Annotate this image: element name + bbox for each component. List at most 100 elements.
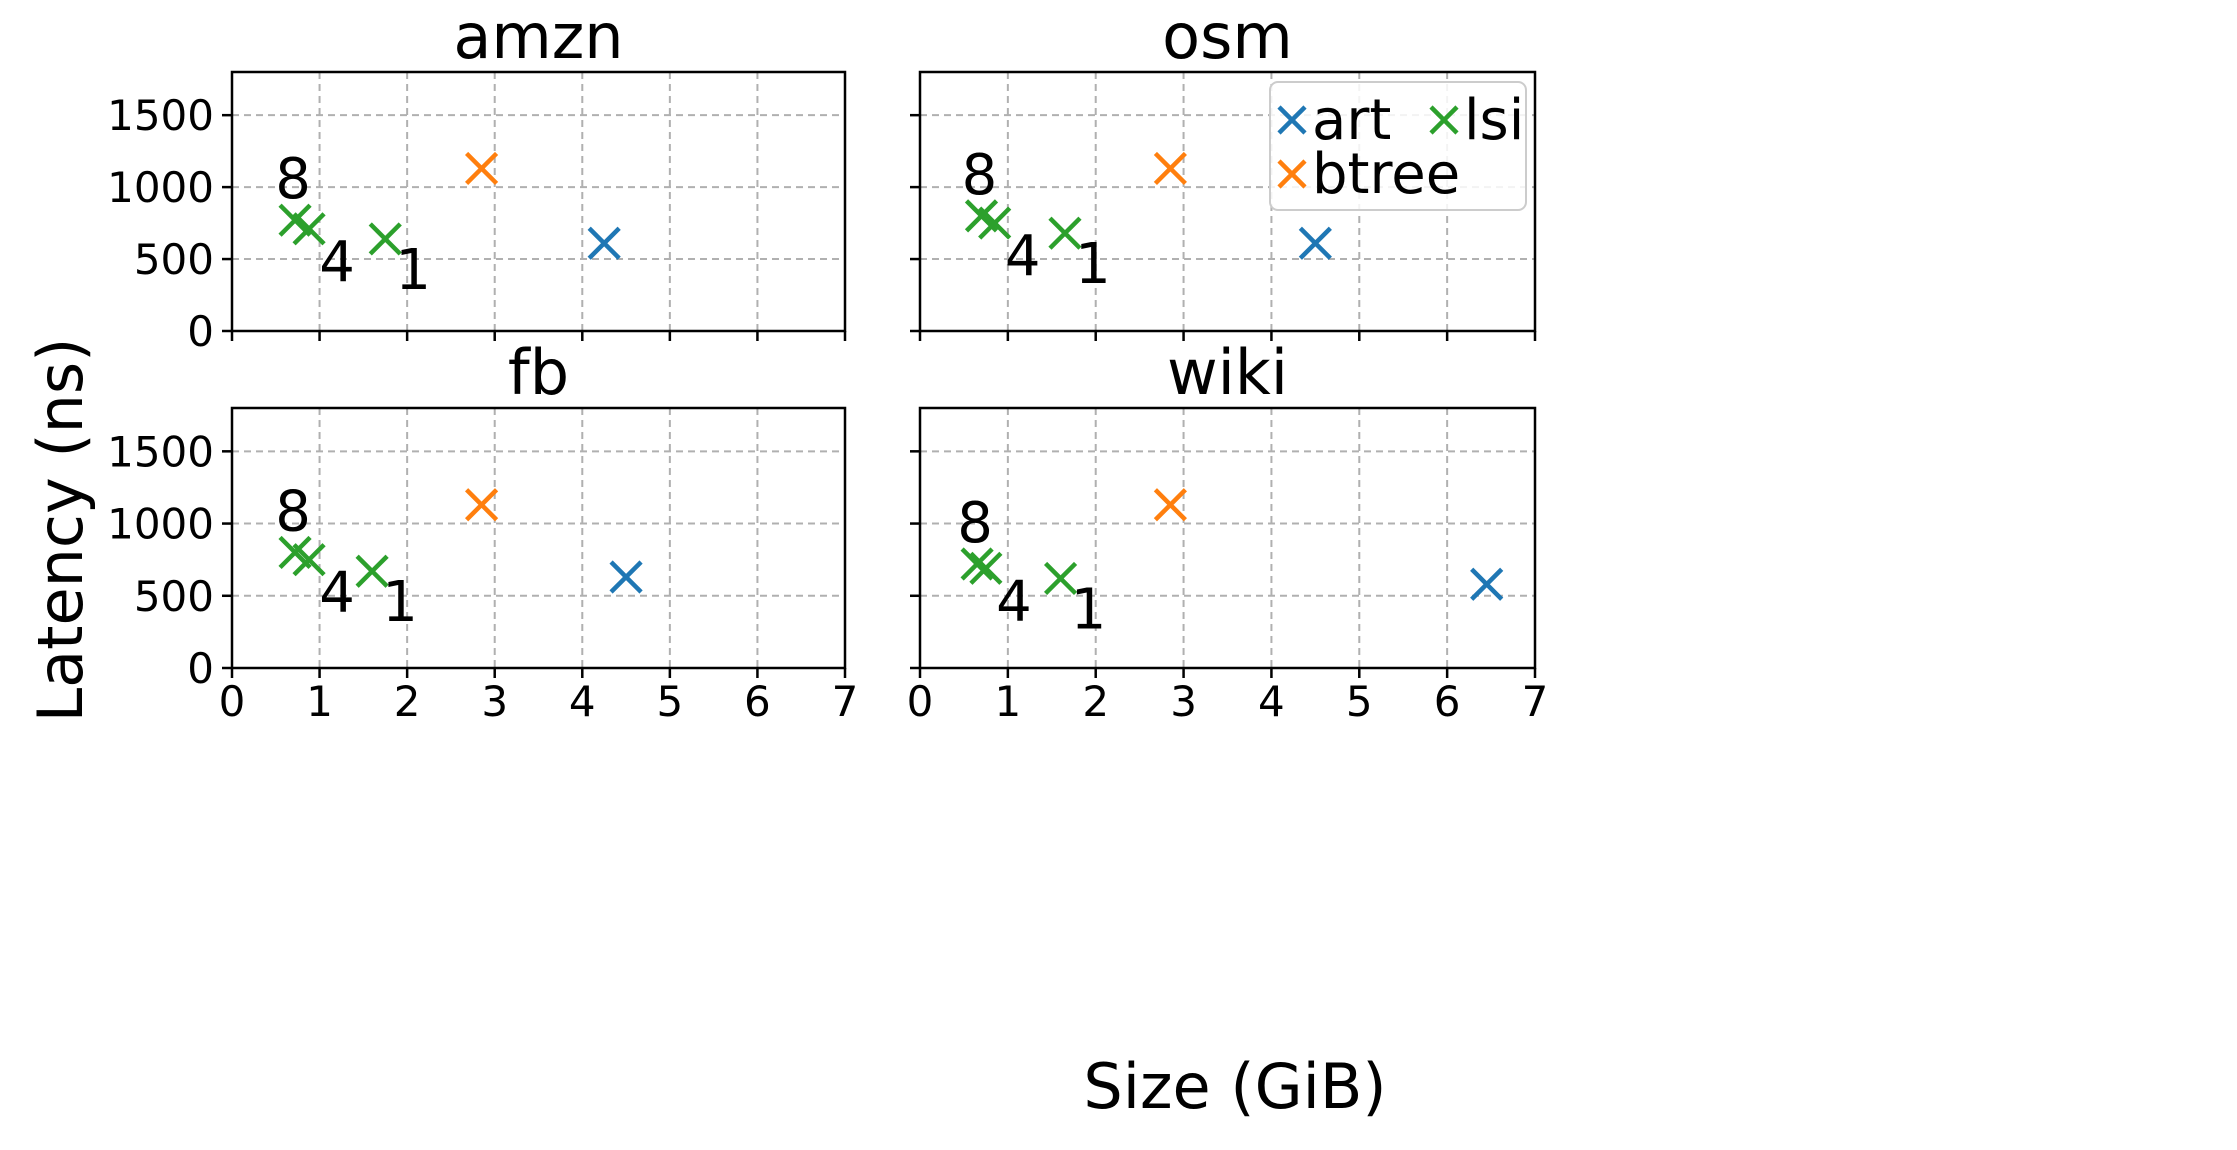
- marker-stroke: [1470, 567, 1504, 601]
- data-label: 1: [382, 570, 418, 635]
- marker-lsi: [368, 222, 402, 256]
- marker-stroke: [1043, 561, 1078, 596]
- marker-stroke: [368, 222, 402, 256]
- marker-stroke: [969, 551, 1003, 585]
- marker-stroke: [464, 488, 499, 522]
- marker-lsi: [978, 206, 1012, 240]
- panel-title: osm: [1162, 0, 1293, 73]
- y-tick-label: 1500: [107, 91, 214, 140]
- data-label: 1: [395, 238, 431, 303]
- marker-lsi: [292, 543, 326, 577]
- legend-item-art: art: [1277, 88, 1391, 153]
- marker-stroke: [1048, 216, 1082, 250]
- legend-marker: [1277, 159, 1307, 189]
- x-tick-label: 2: [1082, 677, 1109, 726]
- x-tick-label: 1: [994, 677, 1021, 726]
- data-label: 4: [1005, 224, 1041, 289]
- legend-item-btree: btree: [1277, 142, 1460, 207]
- data-label: 1: [1075, 232, 1111, 297]
- x-tick-label: 4: [1258, 677, 1285, 726]
- legend-box: [1269, 81, 1527, 211]
- x-tick-label: 6: [744, 677, 771, 726]
- marker-lsi: [1048, 216, 1082, 250]
- x-tick-label: 2: [394, 677, 421, 726]
- axes-frame: [230, 406, 847, 670]
- data-label: 8: [275, 147, 311, 212]
- y-tick-label: 500: [134, 572, 214, 621]
- marker-btree: [464, 151, 499, 185]
- marker-stroke: [292, 212, 326, 246]
- x-tick-label: 3: [481, 677, 508, 726]
- x-tick-label: 1: [306, 677, 333, 726]
- panel-title: amzn: [453, 0, 623, 73]
- panel-amzn: 0 500 1000 1500 amzn 84 1: [107, 0, 847, 356]
- x-tick-label: 5: [1346, 677, 1373, 726]
- y-axis-label: Latency (ns): [24, 338, 97, 723]
- marker-stroke: [355, 554, 389, 588]
- x-tick-label: 0: [219, 677, 246, 726]
- y-tick-label: 1000: [107, 163, 214, 212]
- legend-marker: [1429, 105, 1459, 135]
- marker-art: [587, 226, 621, 260]
- marker-btree: [1153, 488, 1187, 522]
- marker-stroke: [1298, 226, 1332, 260]
- marker-lsi: [960, 547, 994, 581]
- marker-stroke: [1153, 488, 1187, 522]
- x-tick-label: 6: [1434, 677, 1461, 726]
- x-tick-label: 7: [1522, 677, 1549, 726]
- legend-label: lsi: [1464, 88, 1524, 153]
- marker-stroke: [278, 203, 312, 237]
- x-tick-label: 3: [1170, 677, 1197, 726]
- y-tick-label: 0: [187, 307, 214, 356]
- marker-stroke: [292, 543, 326, 577]
- marker-stroke: [978, 206, 1012, 240]
- data-label: 4: [319, 230, 355, 295]
- marker-lsi: [355, 554, 389, 588]
- legend-label: art: [1312, 88, 1391, 153]
- y-tick-label: 500: [134, 235, 214, 284]
- legend-label: btree: [1312, 142, 1460, 207]
- legend-marker: [1277, 105, 1307, 135]
- data-label: 4: [319, 561, 355, 626]
- data-label: 8: [275, 479, 311, 544]
- marker-art: [609, 560, 643, 594]
- marker-stroke: [964, 199, 999, 233]
- marker-stroke: [609, 560, 643, 594]
- y-tick-label: 0: [187, 644, 214, 693]
- marker-stroke: [587, 226, 621, 260]
- data-label: 8: [957, 491, 993, 556]
- legend-item-lsi: lsi: [1429, 88, 1524, 153]
- data-label: 4: [996, 569, 1032, 634]
- axes-frame: [918, 70, 1537, 333]
- marker-stroke: [464, 151, 499, 185]
- panel-title: wiki: [1167, 336, 1288, 409]
- marker-lsi: [292, 212, 326, 246]
- marker-lsi: [1043, 561, 1078, 596]
- marker-btree: [464, 488, 499, 522]
- axes-frame: [918, 406, 1537, 670]
- marker-stroke: [1153, 151, 1187, 185]
- marker-art: [1298, 226, 1332, 260]
- marker-lsi: [969, 551, 1003, 585]
- data-label: 1: [1071, 577, 1107, 642]
- marker-art: [1470, 567, 1504, 601]
- marker-stroke: [960, 547, 994, 581]
- marker-stroke: [278, 535, 312, 570]
- data-label: 8: [962, 143, 998, 208]
- x-tick-label: 4: [569, 677, 596, 726]
- axes-frame: [230, 70, 847, 333]
- x-tick-label: 7: [832, 677, 859, 726]
- x-tick-label: 5: [656, 677, 683, 726]
- panel-title: fb: [508, 336, 569, 409]
- y-tick-label: 1500: [107, 427, 214, 476]
- y-tick-label: 1000: [107, 500, 214, 549]
- x-tick-label: 0: [907, 677, 934, 726]
- x-axis-label: Size (GiB): [1083, 1050, 1386, 1123]
- marker-btree: [1153, 151, 1187, 185]
